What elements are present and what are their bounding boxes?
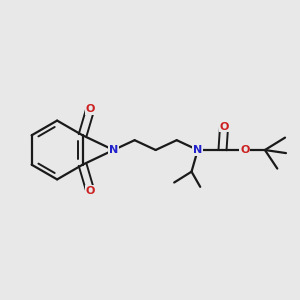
Text: O: O: [219, 122, 229, 132]
Text: O: O: [240, 145, 250, 155]
Text: O: O: [85, 104, 95, 114]
Text: N: N: [109, 145, 118, 155]
Text: N: N: [193, 145, 203, 155]
Text: O: O: [85, 186, 95, 196]
